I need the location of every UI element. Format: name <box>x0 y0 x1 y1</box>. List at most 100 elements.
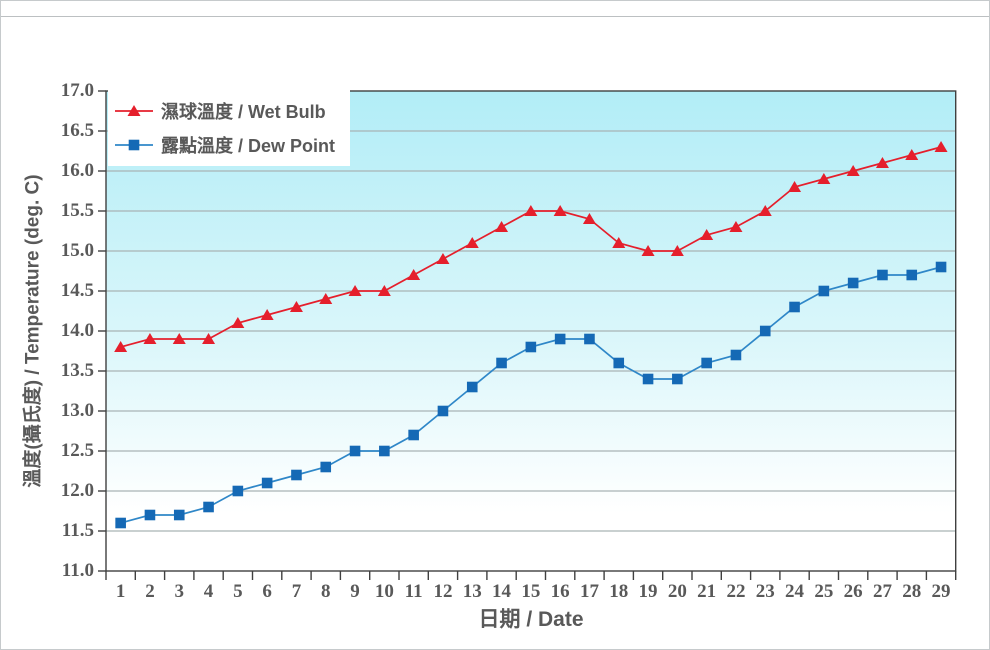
y-tick-label: 15.5 <box>60 200 94 221</box>
wet-bulb-point <box>260 309 274 320</box>
wet-bulb-point <box>436 253 450 264</box>
wet-bulb-point <box>114 341 128 352</box>
legend-item-wet-bulb: 濕球溫度 / Wet Bulb <box>114 98 350 124</box>
x-tick-label: 13 <box>462 581 482 602</box>
wet-bulb-point <box>465 237 479 248</box>
wet-bulb-point <box>670 245 684 256</box>
x-tick-label: 4 <box>203 581 214 602</box>
dew-point-point <box>642 373 654 385</box>
dew-point-point <box>349 445 361 457</box>
legend-item-dew-point: 露點溫度 / Dew Point <box>114 132 350 158</box>
dew-point-point <box>525 341 537 353</box>
wet-bulb-point <box>934 141 948 152</box>
wet-bulb-point <box>758 205 772 216</box>
dew-point-point <box>877 269 888 281</box>
x-tick-label: 22 <box>726 581 746 602</box>
dew-point-point <box>437 405 449 417</box>
y-tick-label: 15.0 <box>60 240 94 261</box>
x-tick-label: 10 <box>374 581 394 602</box>
x-tick-marks <box>105 571 957 580</box>
wet-bulb-point <box>875 157 889 168</box>
wet-bulb-point <box>905 149 919 160</box>
wet-bulb-point <box>582 213 596 224</box>
x-tick-label: 14 <box>492 581 512 602</box>
x-tick-label: 24 <box>785 581 805 602</box>
x-tick-label: 26 <box>843 581 863 602</box>
x-tick-label: 6 <box>262 581 272 602</box>
series-dew-point <box>115 261 947 529</box>
x-tick-label: 15 <box>521 581 541 602</box>
dew-point-point <box>144 509 156 521</box>
x-tick-label: 21 <box>697 581 717 602</box>
wet-bulb-point <box>348 285 362 296</box>
wet-bulb-point <box>788 181 802 192</box>
y-tick-label: 13.0 <box>60 400 94 421</box>
legend: 濕球溫度 / Wet Bulb 露點溫度 / Dew Point <box>108 90 350 166</box>
y-tick-label: 14.5 <box>60 280 94 301</box>
x-tick-label: 29 <box>931 581 951 602</box>
wet-bulb-triangle-icon <box>115 105 153 116</box>
y-tick-label: 16.0 <box>60 160 94 181</box>
dew-point-point <box>818 285 830 297</box>
dew-point-point <box>496 357 507 369</box>
dew-point-point <box>320 461 332 473</box>
y-tick-label: 11.0 <box>61 560 94 581</box>
x-tick-label: 5 <box>233 581 243 602</box>
wet-bulb-point <box>202 333 216 344</box>
legend-label-wet-bulb: 濕球溫度 / Wet Bulb <box>161 102 326 122</box>
y-tick-label: 17.0 <box>60 80 94 101</box>
y-tick-label: 14.0 <box>60 320 94 341</box>
x-tick-label: 12 <box>433 581 453 602</box>
x-tick-label: 27 <box>872 581 892 602</box>
x-tick-label: 7 <box>291 581 302 602</box>
dew-point-point <box>789 301 800 313</box>
dew-point-point <box>935 261 947 273</box>
wet-bulb-point <box>377 285 391 296</box>
wet-bulb-point <box>846 165 860 176</box>
dew-point-point <box>466 381 478 393</box>
dew-point-square-icon <box>115 139 153 151</box>
dew-point-point <box>554 333 566 345</box>
x-tick-label: 20 <box>667 581 687 602</box>
wet-bulb-point <box>289 301 303 312</box>
wet-bulb-point <box>172 333 186 344</box>
y-tick-marks <box>98 90 106 572</box>
wet-bulb-point <box>143 333 157 344</box>
dew-point-point <box>759 325 771 337</box>
wet-bulb-point <box>612 237 626 248</box>
dew-point-point <box>906 269 918 281</box>
wet-bulb-point <box>729 221 743 232</box>
x-tick-label: 1 <box>115 581 126 602</box>
dew-point-point <box>379 445 390 457</box>
legend-label-dew-point: 露點溫度 / Dew Point <box>161 136 336 156</box>
wet-bulb-point <box>231 317 245 328</box>
dew-point-point <box>613 357 625 369</box>
y-tick-label: 16.5 <box>60 120 94 141</box>
y-tick-label: 12.5 <box>60 440 94 461</box>
x-tick-label: 16 <box>550 581 570 602</box>
wet-bulb-point <box>495 221 509 232</box>
x-axis-title: 日期 / Date <box>478 608 584 631</box>
x-tick-label: 8 <box>321 581 331 602</box>
dew-point-point <box>408 429 419 441</box>
x-tick-label: 11 <box>404 581 423 602</box>
x-tick-label: 19 <box>638 581 658 602</box>
dew-point-point <box>672 373 683 385</box>
dew-point-point <box>203 501 214 513</box>
x-tick-label: 2 <box>145 581 155 602</box>
dew-point-point <box>701 357 712 369</box>
y-tick-label: 12.0 <box>60 480 94 501</box>
y-tick-label: 11.5 <box>61 520 94 541</box>
series-wet-bulb <box>114 141 948 352</box>
x-tick-label: 23 <box>755 581 775 602</box>
dew-point-point <box>847 277 859 289</box>
wet-bulb-point <box>553 205 567 216</box>
x-tick-label: 17 <box>579 581 599 602</box>
wet-bulb-point <box>817 173 831 184</box>
dew-point-point <box>730 349 742 361</box>
wet-bulb-point <box>407 269 421 280</box>
dew-point-point <box>115 517 126 529</box>
x-tick-label: 3 <box>174 581 185 602</box>
